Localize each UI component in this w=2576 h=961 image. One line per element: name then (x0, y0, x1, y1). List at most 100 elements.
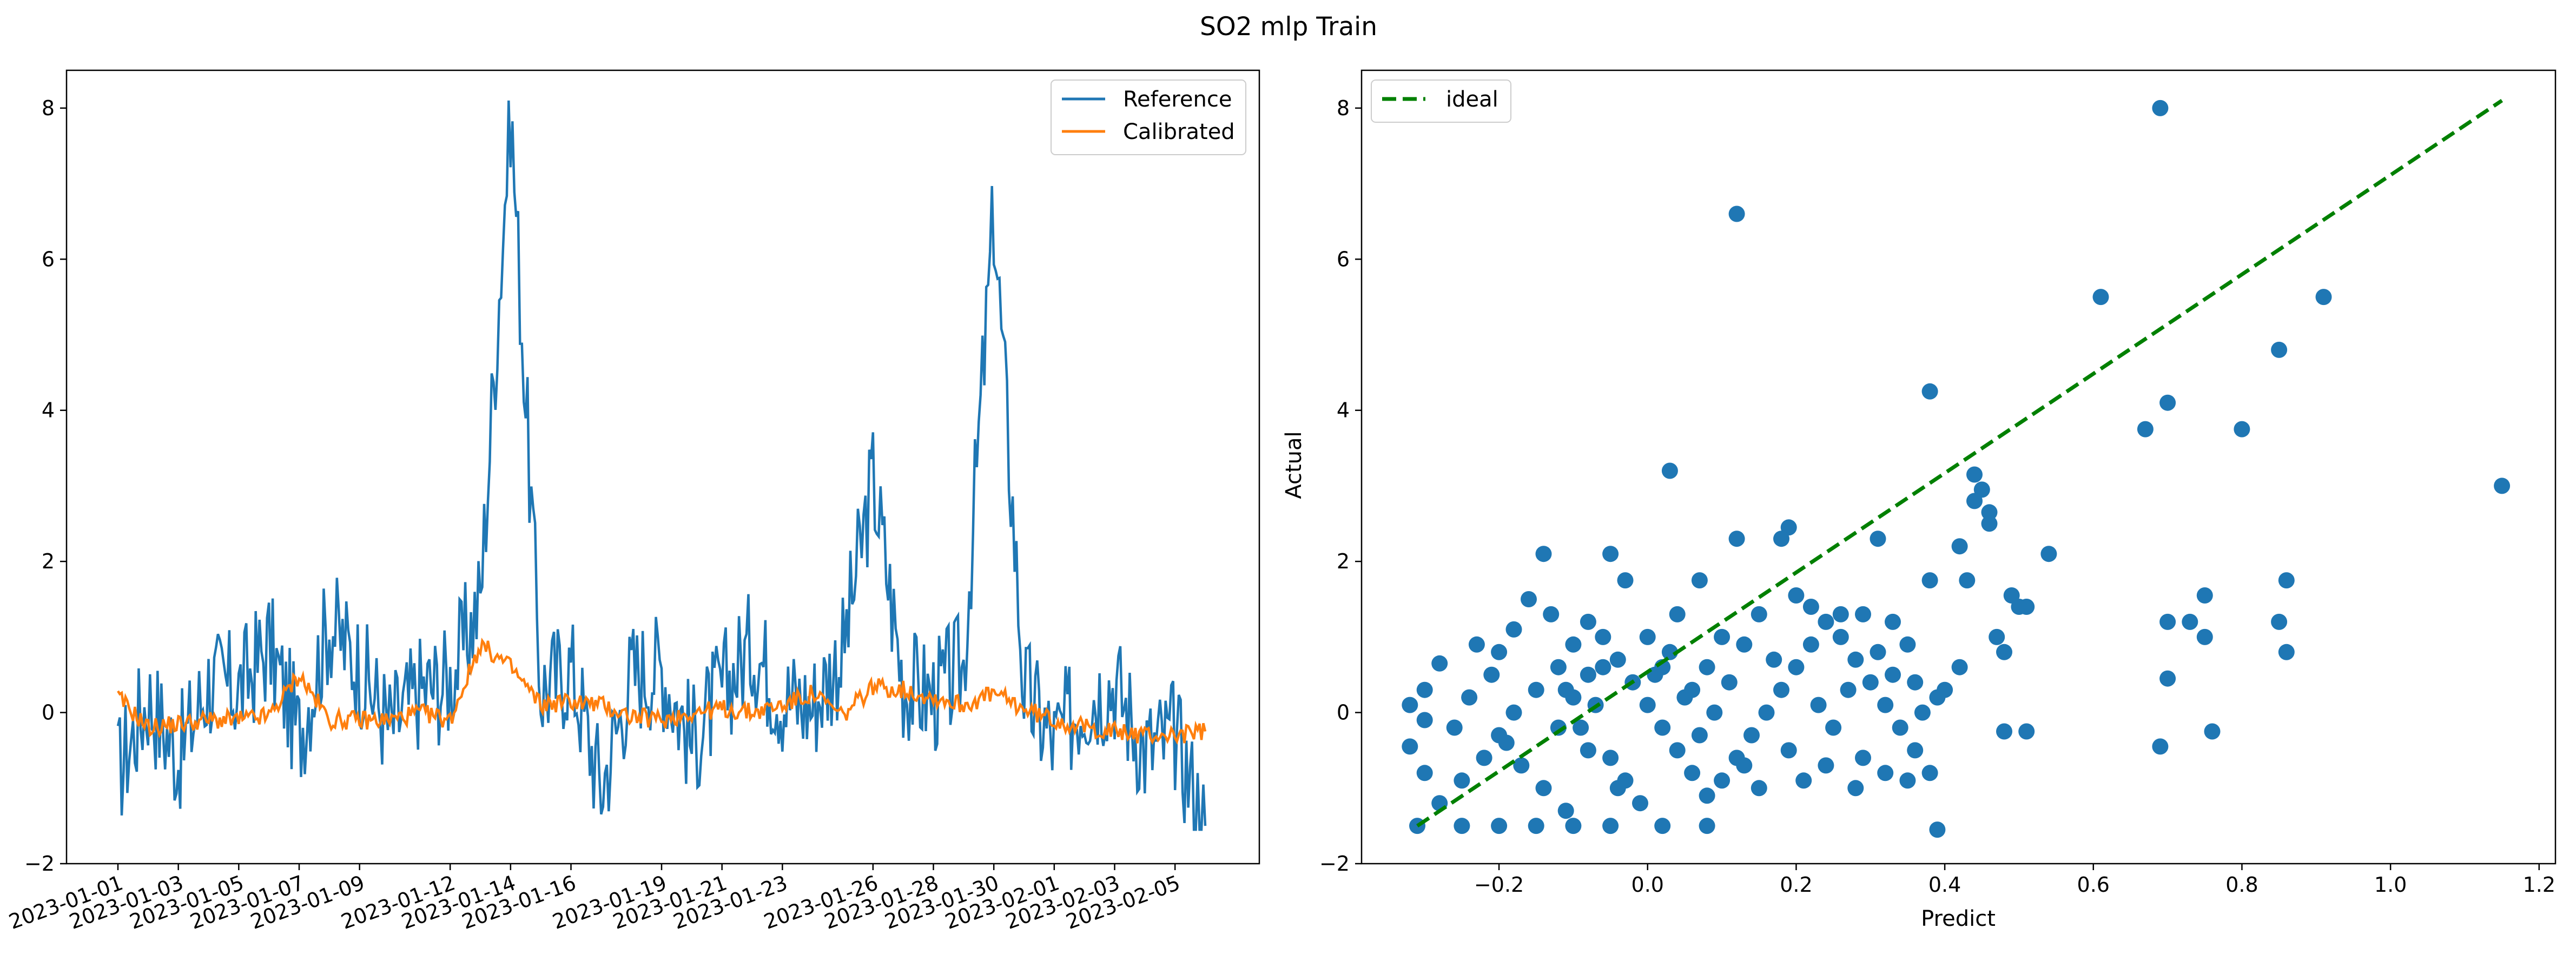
scatter-point (1728, 206, 1745, 222)
scatter-point (1981, 515, 1998, 532)
left-y-tick-label: 8 (42, 96, 55, 120)
scatter-point (1714, 628, 1730, 645)
scatter-point (1557, 803, 1574, 819)
scatter-point (1609, 651, 1626, 668)
right-x-tick-label: 0.6 (2077, 873, 2110, 897)
scatter-point (1870, 644, 1886, 660)
scatter-point (1706, 704, 1723, 721)
scatter-point (2137, 421, 2154, 438)
scatter-point (1498, 734, 1515, 751)
scatter-point (1736, 636, 1753, 653)
right-x-tick-label: 1.2 (2523, 873, 2555, 897)
scatter-point (1870, 531, 1886, 547)
scatter-point (1661, 644, 1678, 660)
legend-reference-label: Reference (1123, 87, 1232, 112)
scatter-point (1989, 628, 2005, 645)
scatter-point (1907, 742, 1924, 759)
scatter-point (1899, 772, 1916, 789)
right-y-axis-label: Actual (1282, 431, 1306, 499)
scatter-point (1669, 606, 1686, 622)
scatter-point (1565, 636, 1582, 653)
right-x-tick-label: 0.0 (1632, 873, 1664, 897)
scatter-point (1476, 750, 1492, 766)
scatter-point (1877, 765, 1894, 781)
scatter-point (1921, 383, 1938, 400)
scatter-point (1454, 772, 1470, 789)
scatter-point (1721, 674, 1738, 691)
scatter-point (1513, 757, 1530, 774)
scatter-point (1877, 697, 1894, 713)
figure-title: SO2 mlp Train (1200, 12, 1377, 42)
scatter-point (1573, 719, 1589, 736)
scatter-point (2018, 723, 2035, 740)
scatter-point (1505, 704, 1522, 721)
right-y-tick-label: 4 (1337, 399, 1350, 422)
scatter-point (1758, 704, 1775, 721)
scatter-point (1840, 681, 1857, 698)
scatter-point (1416, 765, 1433, 781)
right-y-tick-label: −2 (1319, 852, 1350, 876)
scatter-point (1728, 531, 1745, 547)
scatter-point (1929, 821, 1946, 838)
scatter-point (1855, 606, 1871, 622)
scatter-point (1795, 772, 1812, 789)
scatter-point (1751, 606, 1767, 622)
scatter-point (1847, 651, 1864, 668)
scatter-point (1505, 621, 1522, 638)
scatter-point (1602, 546, 1619, 562)
left-x-axis: 2023-01-012023-01-032023-01-052023-01-07… (6, 864, 1183, 934)
scatter-point (1966, 466, 1983, 483)
scatter-point (1416, 681, 1433, 698)
scatter-point (2092, 289, 2109, 306)
scatter-point (1669, 742, 1686, 759)
scatter-point (1773, 531, 1789, 547)
scatter-point (1684, 765, 1701, 781)
scatter-point (2204, 723, 2221, 740)
ideal-line (1416, 98, 2504, 828)
scatter-point (1565, 689, 1582, 706)
scatter-point (1535, 780, 1552, 797)
right-x-tick-label: 0.4 (1928, 873, 1961, 897)
right-x-tick-label: 0.2 (1780, 873, 1812, 897)
scatter-point (1914, 704, 1931, 721)
scatter-point (1446, 719, 1463, 736)
scatter-point (1802, 636, 1819, 653)
scatter-point (1714, 772, 1730, 789)
scatter-point (2278, 572, 2295, 589)
scatter-point (1996, 644, 2012, 660)
scatter-point (1431, 655, 1448, 672)
right-x-tick-label: 1.0 (2374, 873, 2407, 897)
scatter-point (1810, 697, 1827, 713)
left-legend: Reference Calibrated (1051, 79, 1246, 155)
scatter-point (1855, 750, 1871, 766)
scatter-point (1825, 719, 1842, 736)
scatter-point (2196, 628, 2213, 645)
scatter-point (1543, 606, 1560, 622)
scatter-point (1899, 636, 1916, 653)
scatter-point (1773, 681, 1789, 698)
scatter-point (2315, 289, 2332, 306)
scatter-point (1981, 504, 1998, 521)
right-y-tick-label: 0 (1337, 701, 1350, 725)
scatter-point (2152, 738, 2169, 755)
left-y-axis: −2 0 2 4 6 8 (24, 96, 67, 876)
scatter-point (1654, 818, 1671, 834)
scatter-point (1996, 723, 2012, 740)
right-x-tick-label: −0.2 (1474, 873, 1524, 897)
left-y-tick-label: 0 (42, 701, 55, 725)
calibrated-series-line (117, 638, 1207, 745)
scatter-point (1802, 599, 1819, 615)
scatter-point (1929, 689, 1946, 706)
scatter-point (1550, 659, 1567, 675)
scatter-point (1528, 818, 1544, 834)
scatter-point (1483, 666, 1500, 683)
reference-series-line (116, 100, 1207, 831)
scatter-point (1691, 727, 1708, 744)
scatter-point (2271, 341, 2288, 358)
scatter-point (2159, 670, 2176, 687)
scatter-point (2159, 613, 2176, 630)
right-x-tick-label: 0.8 (2225, 873, 2258, 897)
scatter-point (2234, 421, 2250, 438)
right-x-axis: −0.2 0.0 0.2 0.4 0.6 0.8 1.0 1.2 (1474, 864, 2555, 897)
scatter-point (1951, 538, 1968, 555)
